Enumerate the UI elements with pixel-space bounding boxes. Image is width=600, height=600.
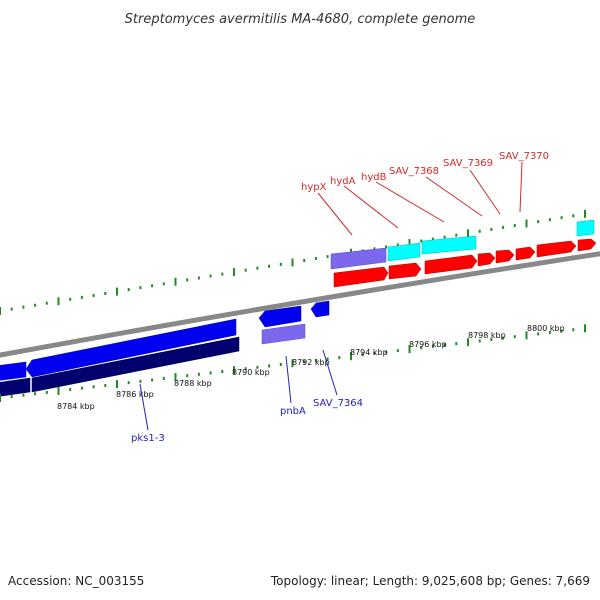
leader-SAV_7369 (469, 169, 501, 215)
gene-fwd-4 (477, 252, 496, 267)
forward-strand-upper-row (330, 219, 595, 270)
scale-label-8788: 8788 kbp (174, 379, 212, 388)
gene-fwd-3 (424, 254, 478, 275)
scale-label-8798: 8798 kbp (468, 331, 506, 340)
reverse-strand-lower-row (0, 323, 306, 397)
gene-hypX (330, 247, 387, 270)
scale-label-8790: 8790 kbp (232, 368, 270, 377)
leader-hydB (375, 181, 445, 223)
scale-label-8800: 8800 kbp (527, 324, 565, 333)
gene-pnbA-lower (261, 323, 306, 345)
leader-SAV_7370 (519, 161, 523, 213)
top-tick-ruler (0, 209, 586, 315)
gene-label-pnbA: pnbA (280, 406, 306, 417)
gene-fwd-6 (515, 246, 536, 261)
bottom-tick-ruler (0, 324, 586, 402)
gene-label-hydA: hydA (330, 176, 356, 187)
scale-label-8792: 8792 kbp (292, 358, 330, 367)
leader-hydA (343, 185, 399, 229)
gene-SAV_7364 (310, 300, 330, 318)
leader-hypX (317, 192, 353, 236)
scale-label-8784: 8784 kbp (57, 402, 95, 411)
reverse-strand-upper-row (0, 300, 330, 381)
gene-rev-dark-main (31, 336, 240, 393)
gene-rev-dark-left (0, 377, 31, 397)
gene-fwd-7 (536, 240, 577, 258)
leader-SAV_7368 (425, 176, 483, 217)
leader-pks1-3 (139, 383, 149, 431)
gene-label-hydB: hydB (361, 172, 387, 183)
gene-fwd-8 (577, 238, 597, 252)
gene-pks1-3-upper (25, 318, 237, 378)
gene-label-SAV_7364: SAV_7364 (313, 398, 363, 409)
gene-label-hypX: hypX (301, 182, 327, 193)
accession-text: Accession: NC_003155 (8, 574, 145, 588)
genome-stats-text: Topology: linear; Length: 9,025,608 bp; … (270, 574, 590, 588)
scale-label-8786: 8786 kbp (116, 390, 154, 399)
scale-label-8796: 8796 kbp (409, 340, 447, 349)
gene-label-SAV_7370: SAV_7370 (499, 151, 549, 162)
bottom-leader-lines (139, 349, 338, 431)
gene-label-pks1-3: pks1-3 (131, 433, 165, 444)
leader-SAV_7364 (322, 349, 338, 396)
gene-pnbA-upper (258, 305, 302, 328)
scale-label-8794: 8794 kbp (350, 348, 388, 357)
gene-hydA (387, 242, 421, 262)
gene-hydB (421, 235, 477, 255)
map-title: Streptomyces avermitilis MA-4680, comple… (125, 12, 476, 27)
gene-fwd-1 (333, 266, 389, 288)
gene-label-SAV_7369: SAV_7369 (443, 158, 493, 169)
top-leader-lines (317, 161, 523, 236)
gene-right-edge-cyan (576, 219, 595, 237)
gene-label-SAV_7368: SAV_7368 (389, 166, 439, 177)
forward-strand-lower-row (333, 238, 597, 288)
gene-rev-left-edge (0, 361, 27, 381)
gene-fwd-5 (495, 249, 515, 264)
leader-pnbA (285, 355, 292, 404)
gene-fwd-2 (388, 262, 422, 280)
genome-backbone (0, 251, 600, 358)
